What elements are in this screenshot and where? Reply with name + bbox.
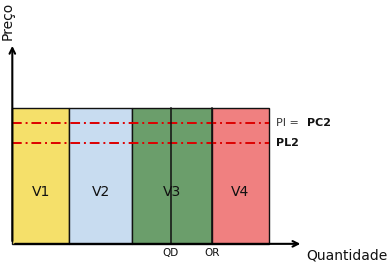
- Bar: [12, 108, 69, 244]
- Text: V3: V3: [163, 185, 181, 199]
- Text: V4: V4: [231, 185, 249, 199]
- Text: PI =: PI =: [276, 118, 302, 128]
- Bar: [69, 108, 132, 244]
- Text: Preço: Preço: [1, 1, 15, 40]
- Text: OR: OR: [204, 248, 220, 258]
- Text: Quantidade: Quantidade: [306, 249, 387, 263]
- Text: QD: QD: [163, 248, 179, 258]
- Text: PL2: PL2: [276, 138, 299, 148]
- Text: PC2: PC2: [307, 118, 331, 128]
- Bar: [132, 108, 212, 244]
- Text: V1: V1: [32, 185, 50, 199]
- Bar: [212, 108, 269, 244]
- Text: V2: V2: [92, 185, 110, 199]
